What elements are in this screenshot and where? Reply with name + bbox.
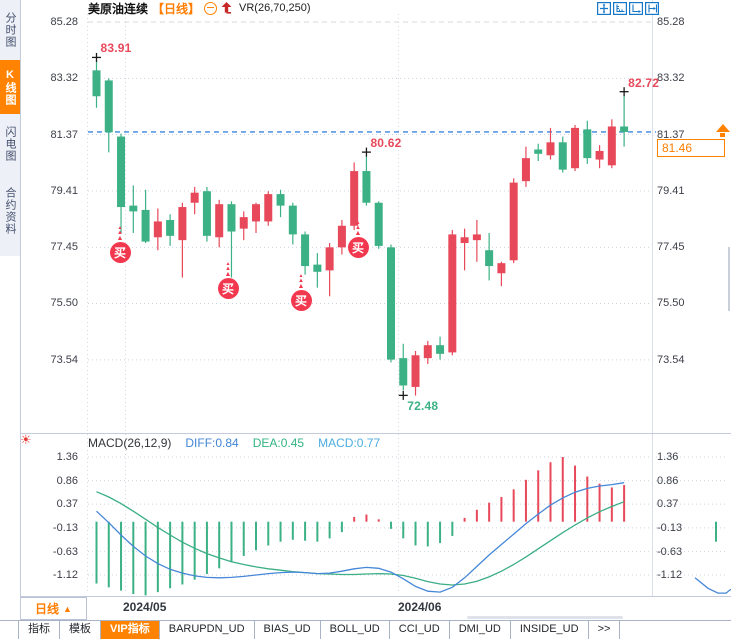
- period-selector-label: 日线: [35, 602, 60, 616]
- macd-header: MACD(26,12,9) DIFF:0.84 DEA:0.45 MACD:0.…: [88, 436, 380, 450]
- y-axis-label: 79.41: [50, 184, 78, 197]
- buy-triangle-icon: ▲: [117, 225, 123, 231]
- buy-triangle-icon: ▲: [225, 261, 231, 267]
- price-annotation: 80.62: [370, 136, 402, 151]
- period-selector[interactable]: 日线 ▲: [20, 597, 87, 620]
- axis-fit-icon[interactable]: [613, 2, 627, 15]
- macd-title: MACD(26,12,9): [88, 436, 172, 450]
- y-axis-label: 81.37: [50, 128, 78, 141]
- indicator-settings-sun-icon[interactable]: ☀: [20, 432, 32, 447]
- sidebar-tab-2[interactable]: K线图: [0, 60, 20, 114]
- indicator-tab-5[interactable]: BIAS_UD: [255, 621, 321, 639]
- macd-axis-label: -0.13: [52, 521, 78, 534]
- indicator-tab-9[interactable]: INSIDE_UD: [511, 621, 589, 639]
- indicator-tab-8[interactable]: DMI_UD: [450, 621, 511, 639]
- sidebar-tab-4[interactable]: 合约资料: [4, 187, 16, 235]
- vr-indicator-label: VR(26,70,250): [239, 2, 311, 14]
- macd-axis-label: 1.36: [657, 451, 679, 463]
- macd-axis-label: 1.36: [56, 451, 78, 463]
- x-axis-date-label: 2024/05: [123, 600, 167, 614]
- macd-axis-label: 0.37: [657, 498, 679, 511]
- y-axis-label: 79.41: [657, 184, 685, 197]
- indicator-tab-4[interactable]: BARUPDN_UD: [160, 621, 255, 639]
- y-axis-label: 81.37: [657, 128, 685, 141]
- y-axis-label: 83.32: [657, 72, 685, 85]
- buy-triangle-icon: ▲: [297, 283, 305, 290]
- collapse-circle-minus-icon[interactable]: [204, 1, 218, 15]
- indicator-tab-bar: 指标 模板 VIP指标 BARUPDN_UD BIAS_UD BOLL_UD CCI_UD D…: [0, 620, 731, 639]
- buy-triangle-icon: ▲: [298, 273, 304, 279]
- buy-signal-label: 买: [347, 237, 369, 258]
- buy-signal-label: 买: [217, 278, 239, 299]
- y-axis-label: 85.28: [50, 16, 78, 28]
- buy-triangle-icon: ▲: [355, 225, 361, 231]
- buy-triangle-icon: ▲: [355, 220, 361, 226]
- buy-triangle-icon: ▲: [225, 266, 231, 272]
- macd-axis-label: -1.12: [657, 568, 683, 581]
- buy-triangle-icon: ▲: [298, 278, 304, 284]
- buy-signal-marker: ▲ ▲ ▲ 买: [346, 221, 370, 258]
- sidebar-tab-1[interactable]: 分时图: [4, 12, 16, 48]
- chart-header: 美原油连续 【日线】 VR(26,70,250): [88, 0, 311, 16]
- y-axis-label: 73.54: [657, 353, 685, 366]
- macd-axis-label: -0.13: [657, 521, 683, 534]
- macd-macd-value: MACD:0.77: [318, 436, 381, 450]
- buy-triangle-icon: ▲: [224, 271, 232, 278]
- indicator-tab-2[interactable]: 模板: [60, 621, 101, 639]
- instrument-title: 美原油连续: [88, 1, 149, 16]
- triangle-up-icon: ▲: [63, 603, 72, 614]
- buy-triangle-icon: ▲: [117, 230, 123, 236]
- price-annotation: 83.91: [100, 41, 132, 56]
- axis-shift-icon[interactable]: [645, 2, 659, 15]
- pan-icon[interactable]: [597, 2, 611, 15]
- indicator-tab-6[interactable]: BOLL_UD: [321, 621, 390, 639]
- plot-right-border: [652, 0, 653, 596]
- macd-axis-label: -1.12: [52, 568, 78, 581]
- buy-signal-marker: ▲ ▲ ▲ 买: [216, 262, 240, 299]
- indicator-tab-1[interactable]: 指标: [18, 621, 60, 639]
- macd-axis-label: 0.37: [56, 498, 78, 511]
- axis-scale-icon[interactable]: [629, 2, 643, 15]
- buy-triangle-icon: ▲: [116, 235, 124, 242]
- macd-panel-separator: [20, 433, 731, 434]
- macd-diff-value: DIFF:0.84: [185, 436, 239, 450]
- indicator-tab-7[interactable]: CCI_UD: [390, 621, 450, 639]
- macd-dea-value: DEA:0.45: [252, 436, 305, 450]
- macd-axis-label: 0.86: [56, 474, 78, 487]
- y-axis-label: 77.45: [657, 241, 685, 254]
- y-axis-label: 85.28: [657, 16, 685, 28]
- indicator-tab-10[interactable]: >>: [589, 621, 621, 639]
- macd-axis-label: -0.63: [52, 545, 78, 558]
- period-tag: 【日线】: [152, 1, 201, 16]
- sidebar-tab-3[interactable]: 闪电图: [4, 126, 16, 162]
- buy-signal-marker: ▲ ▲ ▲ 买: [108, 226, 132, 263]
- y-axis-label: 77.45: [50, 241, 78, 254]
- buy-signal-label: 买: [290, 290, 312, 311]
- horizontal-scrollbar-thumb[interactable]: [467, 616, 623, 619]
- macd-axis-label: 0.86: [657, 474, 679, 487]
- buy-signal-label: 买: [109, 242, 131, 263]
- date-row-separator: [20, 596, 731, 597]
- y-axis-label: 75.50: [50, 297, 78, 310]
- current-price-box: 81.46: [657, 139, 725, 157]
- buy-signal-marker: ▲ ▲ ▲ 买: [289, 274, 313, 311]
- red-up-arrow-icon: [221, 1, 232, 14]
- left-sidebar: 分时图 K线图闪电图合约资料: [0, 0, 21, 620]
- macd-axis-label: -0.63: [657, 545, 683, 558]
- vertical-scrollbar-thumb[interactable]: [728, 247, 730, 311]
- x-axis-date-label: 2024/06: [398, 600, 442, 614]
- price-up-arrow-icon: [715, 124, 730, 138]
- y-axis-label: 75.50: [657, 297, 685, 310]
- indicator-tab-3[interactable]: VIP指标: [101, 621, 160, 639]
- y-axis-label: 83.32: [50, 72, 78, 85]
- y-axis-label: 73.54: [50, 353, 78, 366]
- chart-toolbar: [597, 2, 659, 15]
- price-annotation: 72.48: [407, 399, 439, 414]
- buy-triangle-icon: ▲: [354, 230, 362, 237]
- price-annotation: 82.72: [628, 75, 660, 90]
